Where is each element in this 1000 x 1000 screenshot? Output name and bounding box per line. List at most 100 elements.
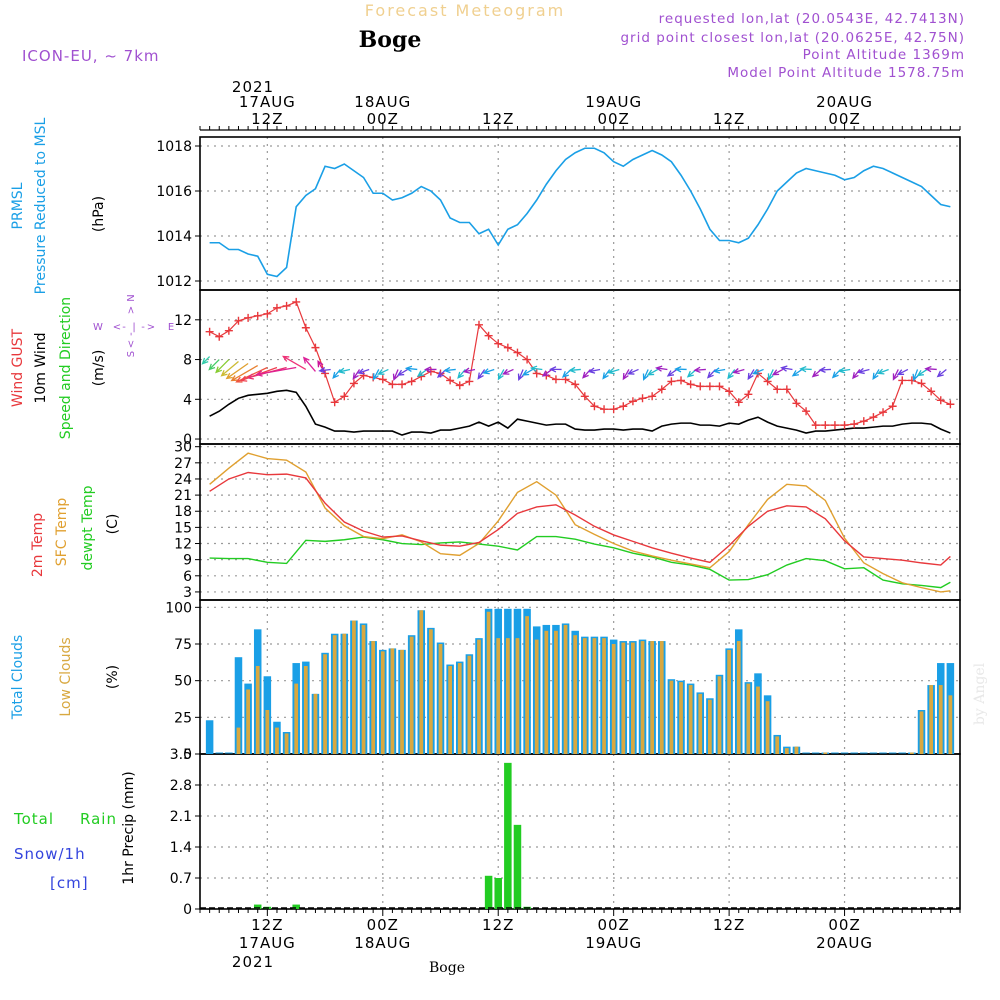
precip-rain-label: Rain: [80, 810, 117, 828]
wind-ytick-label: 8: [183, 353, 192, 369]
wind-gust-marker: [869, 413, 878, 422]
wind-direction-arrow: [462, 367, 476, 374]
wind-direction-arrow: [230, 364, 259, 382]
temperature-ytick-label: 21: [174, 488, 192, 504]
low-cloud-bar: [563, 624, 568, 754]
requested-coords: requested lon,lat (20.0543E, 42.7413N): [659, 11, 965, 27]
temperature-ytick-label: 15: [174, 520, 192, 536]
wind-direction-arrow: [482, 368, 495, 375]
pressure-label-msl: Pressure Reduced to MSL: [33, 117, 49, 294]
wind-gust-marker: [917, 379, 926, 388]
low-cloud-bar: [631, 642, 635, 754]
wind-gust-marker: [638, 394, 647, 403]
wind-direction-arrow: [852, 369, 861, 380]
bottom-axis-label: 12Z: [482, 916, 514, 934]
wind-direction-arrow: [857, 367, 870, 375]
low-cloud-bar: [342, 633, 347, 754]
pressure-line: [209, 147, 951, 278]
wind-gust-marker: [763, 377, 772, 386]
wind-direction-arrow: [747, 369, 755, 381]
wind-gust-marker: [407, 377, 416, 386]
pressure-ytick-label: 1012: [156, 274, 192, 290]
wind-gust-marker: [657, 385, 666, 394]
low-cloud-bar: [236, 727, 241, 754]
compass-rose: N > - < S W < - | - > E: [93, 294, 174, 357]
low-cloud-bar: [910, 752, 914, 754]
wind-gust-marker: [205, 327, 214, 336]
wind-direction-arrow: [646, 368, 659, 376]
low-cloud-bar: [457, 663, 462, 754]
low-cloud-bar: [352, 620, 356, 754]
temperature-frame: [199, 443, 961, 601]
wind-gust-marker: [388, 380, 397, 389]
wind-gust-marker: [340, 392, 349, 401]
wind-gust-marker: [946, 400, 955, 409]
wind-gust-marker: [715, 382, 724, 391]
wind-gust-marker: [850, 420, 859, 429]
wind-gust-marker: [301, 323, 310, 332]
wind-direction-arrow: [372, 369, 380, 381]
wind-gust-marker: [898, 376, 907, 385]
temperature-ytick-label: 30: [174, 440, 192, 456]
wind-units: (m/s): [91, 350, 107, 387]
wind-gust-marker: [600, 405, 609, 414]
low-cloud-bar: [727, 649, 731, 754]
wind-gust-marker: [484, 331, 493, 340]
low-cloud-bar: [409, 636, 414, 754]
low-cloud-bar: [948, 695, 953, 754]
pressure-ytick-label: 1018: [156, 139, 192, 155]
low-cloud-bar: [582, 638, 587, 754]
wind-gust-marker: [455, 381, 464, 390]
precip-ytick-label: 2.8: [170, 778, 192, 794]
wind-gust-marker: [263, 309, 272, 318]
compass-up-arrow: >: [126, 306, 137, 314]
wind-direction-arrow: [404, 365, 418, 373]
top-axis-label: 12Z: [251, 110, 283, 128]
wind-direction-arrow: [392, 369, 399, 382]
precip-frame: [199, 753, 961, 910]
model-altitude: Model Point Altitude 1578.75m: [727, 65, 965, 81]
wind-gust-marker: [494, 339, 503, 348]
top-axis-label: 18AUG: [354, 93, 411, 111]
pressure-units: (hPa): [91, 196, 107, 232]
wind-direction-arrow: [255, 366, 297, 377]
temperature-ytick-label: 12: [174, 537, 192, 553]
wind-direction-arrow: [666, 368, 678, 377]
dewpoint-line: [209, 535, 951, 589]
wind-direction-arrow: [317, 360, 326, 374]
top-axis-label: 17AUG: [239, 93, 296, 111]
precip-ytick-label: 1.4: [170, 840, 192, 856]
compass-right-arrow: >: [147, 322, 155, 333]
total-cloud-bar: [234, 657, 243, 754]
wind-direction-arrow: [568, 366, 581, 374]
low-cloud-bar: [592, 638, 597, 754]
low-cloud-bar: [400, 649, 404, 754]
wind-direction-arrow: [477, 369, 486, 380]
wind-direction-arrow: [201, 356, 211, 365]
low-cloud-bar: [688, 685, 693, 754]
wind-gust-marker: [551, 375, 560, 384]
compass-horizontal-dash: -: [122, 322, 126, 333]
low-cloud-bar: [775, 736, 780, 754]
bottom-axis-label: 20AUG: [816, 934, 873, 952]
wind-direction-arrow: [521, 368, 534, 376]
pressure-ytick-label: 1016: [156, 184, 192, 200]
wind-direction-arrow: [912, 369, 919, 382]
low-cloud-bar: [669, 680, 674, 754]
wind-gust-marker: [378, 375, 387, 384]
temperature-ytick-label: 3: [183, 585, 192, 601]
low-cloud-bar: [515, 638, 520, 754]
low-cloud-bar: [573, 635, 578, 754]
wind-direction-arrow: [767, 369, 774, 381]
low-cloud-bar: [486, 611, 491, 754]
wind-direction-arrow: [318, 367, 331, 374]
wind-gust-marker: [349, 379, 358, 388]
total-clouds-label: Total Clouds: [10, 635, 26, 720]
wind-gust-marker: [330, 398, 339, 407]
pressure-ytick-label: 1014: [156, 229, 192, 245]
bottom-axis-label: 00Z: [597, 916, 629, 934]
wind-gust-marker: [619, 402, 628, 411]
wind-gust-marker: [628, 397, 637, 406]
